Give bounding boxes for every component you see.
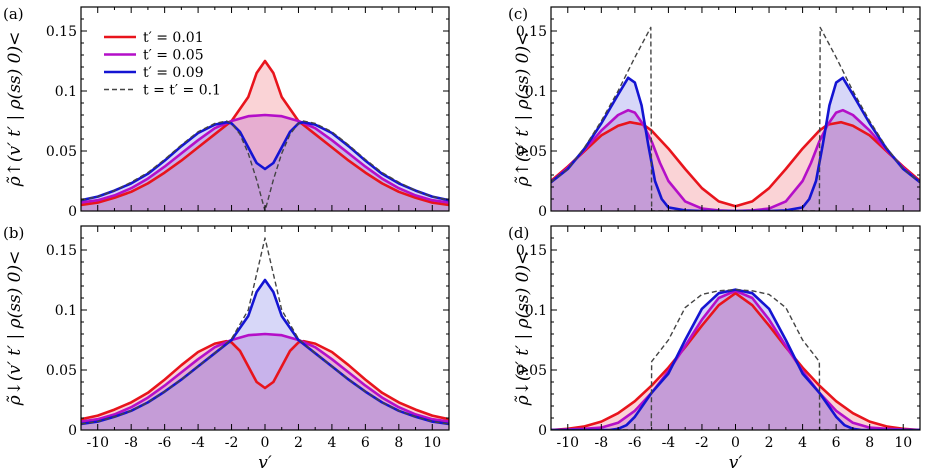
panel-c-fill-t009 bbox=[551, 77, 920, 211]
panel-a-line-t009 bbox=[81, 120, 449, 202]
panel-a-fill-t001 bbox=[81, 61, 449, 211]
panel-b-lines bbox=[81, 237, 449, 426]
panel-d-fill-t009 bbox=[551, 289, 920, 430]
panel-d-fill-t001 bbox=[551, 293, 920, 430]
panel-c-ytick-label: 0.05 bbox=[516, 144, 547, 160]
panel-b-ylabel: ρ̃↓(v′ t′ | ρ(ss) 0)< bbox=[5, 251, 25, 407]
panel-b-fill-t005 bbox=[81, 334, 449, 430]
panel-d-fills bbox=[551, 289, 920, 430]
panel-d-xtick-label: -8 bbox=[594, 435, 608, 451]
panel-a: 0 0.05 0.1 0.15 (a) ρ̃↑(v′ t′ | ρ(ss) 0)< bbox=[3, 5, 450, 220]
panel-d-xlabel: v′ bbox=[729, 453, 743, 473]
panel-a-ytick-label: 0 bbox=[68, 204, 77, 220]
panel-c-ytick-label: 0.15 bbox=[516, 24, 547, 40]
panel-b-line-limit bbox=[81, 237, 449, 425]
panel-d-ytick-label: 0 bbox=[538, 423, 547, 439]
panel-b-fill-t001 bbox=[81, 341, 449, 430]
panel-a-fill-t009 bbox=[81, 122, 449, 211]
panel-c-fill-t005 bbox=[551, 110, 920, 211]
panel-d-ytick-label: 0.15 bbox=[516, 243, 547, 259]
legend: t′ = 0.01 t′ = 0.05t′ = 0.09 t = t′ = 0.1 bbox=[104, 30, 221, 99]
panel-c-fills bbox=[551, 77, 920, 211]
panel-c-line-limit bbox=[551, 26, 920, 211]
panel-d-xtick-label: 10 bbox=[894, 435, 912, 451]
panel-d-letter: (d) bbox=[508, 224, 529, 242]
panel-a-ytick-label: 0.1 bbox=[55, 84, 77, 100]
panel-b-xtick-label: -8 bbox=[124, 435, 138, 451]
panel-b-xtick-label: 10 bbox=[423, 435, 441, 451]
panel-b-xtick-label: 8 bbox=[394, 435, 403, 451]
panel-b: -10 -8 -6 -4 -2 0 2 4 6 8 10 0 0.05 0.1 0.15 (b) ρ̃↓(v′ … bbox=[3, 224, 450, 473]
panel-b-ytick-label: 0 bbox=[68, 423, 77, 439]
panel-d-xtick-label: 0 bbox=[731, 435, 740, 451]
panel-a-fills bbox=[81, 61, 449, 211]
panel-b-line-t005 bbox=[81, 332, 449, 423]
panel-a-letter: (a) bbox=[3, 5, 24, 23]
panel-b-xtick-label: 0 bbox=[261, 435, 270, 451]
panel-d-xtick-label: -4 bbox=[662, 435, 676, 451]
panel-b-ytick-label: 0.1 bbox=[55, 303, 77, 319]
panel-c: 0 0.05 0.1 0.15(c) ρ̃↑(v′ t′ | ρ(ss) 0)< bbox=[508, 5, 921, 220]
panel-b-line-t001 bbox=[81, 339, 449, 421]
panel-d-xtick-label: 8 bbox=[865, 435, 874, 451]
panel-b-letter: (b) bbox=[3, 224, 24, 242]
legend-label-t001: t′ = 0.01 bbox=[143, 30, 204, 46]
panel-b-line-t009 bbox=[81, 278, 449, 426]
panel-a-line-t005 bbox=[81, 113, 449, 204]
panel-c-line-t009 bbox=[551, 76, 920, 211]
legend-label-t009: t′ = 0.09 bbox=[143, 65, 204, 81]
panel-a-line-limit bbox=[81, 120, 449, 211]
panel-a-ytick-label: 0.05 bbox=[46, 144, 77, 160]
panel-d-xtick-label: -6 bbox=[628, 435, 642, 451]
panel-a-ylabel: ρ̃↑(v′ t′ | ρ(ss) 0)< bbox=[5, 32, 25, 188]
panel-b-fill-t009 bbox=[81, 280, 449, 430]
panel-c-line-t005 bbox=[551, 108, 920, 211]
panel-d-lines bbox=[551, 288, 920, 430]
panel-b-xtick-label: 6 bbox=[361, 435, 370, 451]
panel-c-ylabel: ρ̃↑(v′ t′ | ρ(ss) 0)< bbox=[513, 32, 533, 188]
panel-d-ylabel: ρ̃↓(v′ t′ | ρ(ss) 0)< bbox=[513, 251, 533, 407]
panel-d-line-t009 bbox=[551, 288, 920, 430]
legend-label-t005: t′ = 0.05 bbox=[143, 48, 204, 64]
panel-c-fill-t001 bbox=[551, 122, 920, 211]
panel-d-ytick-label: 0.05 bbox=[516, 363, 547, 379]
panel-d-line-t001 bbox=[551, 291, 920, 430]
legend-label-limit: t = t′ = 0.1 bbox=[143, 83, 221, 99]
panel-d-xtick-label: 4 bbox=[798, 435, 807, 451]
panel-b-ytick-label: 0.05 bbox=[46, 363, 77, 379]
panel-d: -10 -8 -6 -4 -2 0 2 4 6 8 10 0 0.05 0.1 0.15(d) ρ̃↓(v′ … bbox=[508, 224, 921, 473]
panel-d-fill-t005 bbox=[551, 290, 920, 430]
panel-b-ytick-label: 0.15 bbox=[46, 243, 77, 259]
panel-b-xtick-label: -2 bbox=[225, 435, 239, 451]
panel-d-xtick-label: 6 bbox=[832, 435, 841, 451]
panel-b-xtick-label: -6 bbox=[158, 435, 172, 451]
panel-c-letter: (c) bbox=[508, 5, 528, 23]
panel-a-line-t001 bbox=[81, 59, 449, 207]
panel-b-xtick-label: -10 bbox=[86, 435, 109, 451]
panel-d-line-limit bbox=[551, 288, 920, 430]
panel-d-xtick-label: 2 bbox=[765, 435, 774, 451]
panel-b-xtick-label: 4 bbox=[327, 435, 336, 451]
panel-b-xtick-label: -4 bbox=[191, 435, 205, 451]
panel-a-lines bbox=[81, 59, 449, 211]
panel-d-ytick-label: 0.1 bbox=[525, 303, 547, 319]
panel-a-fill-t005 bbox=[81, 115, 449, 211]
panel-d-xtick-label: -10 bbox=[556, 435, 579, 451]
panel-d-xtick-label: -2 bbox=[695, 435, 709, 451]
panel-c-ytick-label: 0.1 bbox=[525, 84, 547, 100]
panel-b-xtick-label: 2 bbox=[294, 435, 303, 451]
panel-b-xlabel: v′ bbox=[258, 453, 272, 473]
panel-b-fills bbox=[81, 280, 449, 430]
panel-c-ytick-label: 0 bbox=[538, 204, 547, 220]
panel-a-ytick-label: 0.15 bbox=[46, 24, 77, 40]
